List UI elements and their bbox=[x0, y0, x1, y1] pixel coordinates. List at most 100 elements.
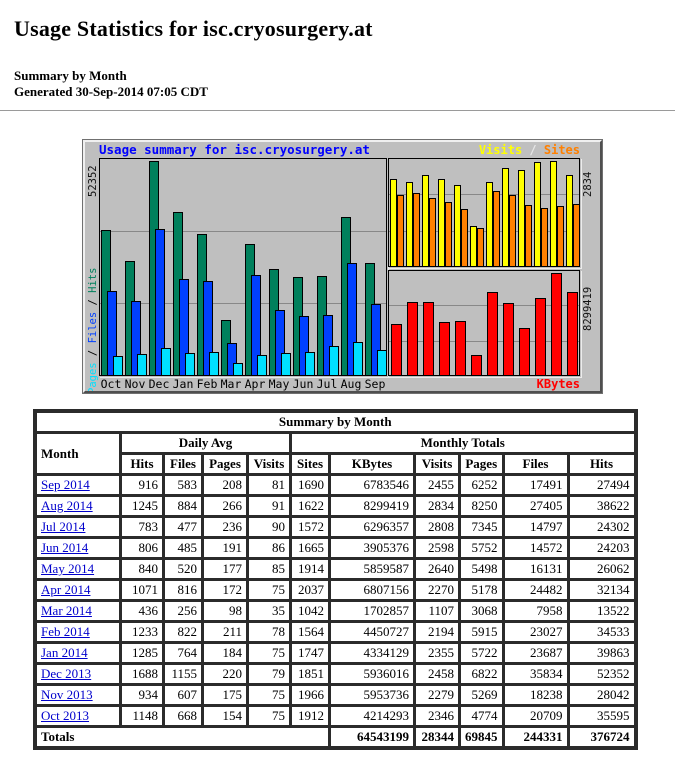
totals-row: Totals 64543199 28344 69845 244331 376724 bbox=[36, 727, 635, 747]
hits-files-pages-panel bbox=[99, 158, 387, 376]
value-cell: 485 bbox=[164, 538, 202, 558]
month-link[interactable]: Oct 2013 bbox=[41, 708, 90, 723]
report-subtitle: Summary by Month bbox=[14, 68, 127, 83]
monthly-totals-group-header: Monthly Totals bbox=[291, 433, 635, 453]
value-cell: 175 bbox=[203, 685, 247, 705]
value-cell: 1912 bbox=[291, 706, 329, 726]
month-cell: Dec 2013 bbox=[36, 664, 120, 684]
kbytes-bar bbox=[487, 292, 498, 376]
month-axis-label: Sep bbox=[365, 377, 386, 391]
pages-bar bbox=[377, 350, 387, 376]
table-row: Sep 2014 916 583 208 81 1690 6783546 2455 6252 17… bbox=[36, 475, 635, 495]
pages-bar bbox=[353, 342, 363, 376]
left-axis-max-label: 52352 bbox=[87, 165, 99, 197]
value-cell: 85 bbox=[248, 559, 290, 579]
value-cell: 607 bbox=[164, 685, 202, 705]
sites-bar bbox=[445, 202, 452, 267]
value-cell: 1966 bbox=[291, 685, 329, 705]
value-cell: 20709 bbox=[503, 706, 568, 726]
value-cell: 2270 bbox=[415, 580, 459, 600]
value-cell: 5269 bbox=[460, 685, 503, 705]
usage-graph: Usage summary for isc.cryosurgery.at Visi… bbox=[87, 142, 594, 391]
month-cell: Mar 2014 bbox=[36, 601, 120, 621]
month-link[interactable]: Nov 2013 bbox=[41, 687, 93, 702]
value-cell: 783 bbox=[121, 517, 163, 537]
month-axis-label: Oct bbox=[101, 377, 122, 391]
value-cell: 1155 bbox=[164, 664, 202, 684]
value-cell: 5915 bbox=[460, 622, 503, 642]
column-header: Visits bbox=[248, 454, 290, 474]
value-cell: 23687 bbox=[503, 643, 568, 663]
value-cell: 2458 bbox=[415, 664, 459, 684]
value-cell: 81 bbox=[248, 475, 290, 495]
legend-visits-sites: Visits / Sites bbox=[479, 143, 580, 157]
kbytes-bar bbox=[407, 302, 418, 376]
month-link[interactable]: Aug 2014 bbox=[41, 498, 93, 513]
month-link[interactable]: Dec 2013 bbox=[41, 666, 92, 681]
value-cell: 1688 bbox=[121, 664, 163, 684]
value-cell: 208 bbox=[203, 475, 247, 495]
column-header: Pages bbox=[460, 454, 503, 474]
value-cell: 884 bbox=[164, 496, 202, 516]
value-cell: 2808 bbox=[415, 517, 459, 537]
value-cell: 934 bbox=[121, 685, 163, 705]
value-cell: 91 bbox=[248, 496, 290, 516]
sites-bar bbox=[493, 191, 500, 267]
month-link[interactable]: Mar 2014 bbox=[41, 603, 92, 618]
table-row: Jul 2014 783 477 236 90 1572 6296357 2808 7345 14… bbox=[36, 517, 635, 537]
value-cell: 34533 bbox=[568, 622, 635, 642]
table-row: Dec 2013 1688 1155 220 79 1851 5936016 2458 6822… bbox=[36, 664, 635, 684]
value-cell: 75 bbox=[248, 706, 290, 726]
month-link[interactable]: Apr 2014 bbox=[41, 582, 91, 597]
table-row: Oct 2013 1148 668 154 75 1912 4214293 2346 4774 2… bbox=[36, 706, 635, 726]
visits-bar bbox=[566, 175, 573, 267]
value-cell: 32134 bbox=[568, 580, 635, 600]
month-cell: May 2014 bbox=[36, 559, 120, 579]
summary-table-container: Summary by Month Month Daily Avg Monthly… bbox=[33, 409, 675, 750]
generated-timestamp: Generated 30-Sep-2014 07:05 CDT bbox=[14, 84, 208, 99]
visits-bar bbox=[454, 185, 461, 267]
kbytes-bar bbox=[503, 303, 514, 376]
value-cell: 2455 bbox=[415, 475, 459, 495]
visits-bar bbox=[438, 179, 445, 267]
value-cell: 236 bbox=[203, 517, 247, 537]
page-header: Usage Statistics for isc.cryosurgery.at … bbox=[0, 0, 675, 100]
value-cell: 24302 bbox=[568, 517, 635, 537]
value-cell: 583 bbox=[164, 475, 202, 495]
month-link[interactable]: Jan 2014 bbox=[41, 645, 88, 660]
value-cell: 2194 bbox=[415, 622, 459, 642]
value-cell: 806 bbox=[121, 538, 163, 558]
month-axis-label: Mar bbox=[221, 377, 242, 391]
pages-bar bbox=[233, 363, 243, 376]
month-link[interactable]: May 2014 bbox=[41, 561, 95, 576]
value-cell: 1285 bbox=[121, 643, 163, 663]
table-row: Jun 2014 806 485 191 86 1665 3905376 2598 5752 14… bbox=[36, 538, 635, 558]
month-link[interactable]: Sep 2014 bbox=[41, 477, 90, 492]
right-bottom-axis-max-label: 8299419 bbox=[582, 287, 594, 331]
month-axis-label: Feb bbox=[197, 377, 218, 391]
kbytes-bar bbox=[471, 355, 482, 376]
month-axis-label: Dec bbox=[149, 377, 170, 391]
sites-bar bbox=[461, 209, 468, 267]
value-cell: 6252 bbox=[460, 475, 503, 495]
month-link[interactable]: Jul 2014 bbox=[41, 519, 86, 534]
pages-bar bbox=[113, 356, 123, 376]
visits-bar bbox=[422, 175, 429, 267]
month-link[interactable]: Jun 2014 bbox=[41, 540, 89, 555]
value-cell: 668 bbox=[164, 706, 202, 726]
value-cell: 8299419 bbox=[330, 496, 414, 516]
totals-value-cell: 64543199 bbox=[330, 727, 414, 747]
visits-bar bbox=[406, 182, 413, 267]
month-axis-label: Jul bbox=[317, 377, 338, 391]
sites-bar bbox=[557, 206, 564, 267]
month-axis-label: Nov bbox=[125, 377, 146, 391]
value-cell: 1851 bbox=[291, 664, 329, 684]
sites-bar bbox=[509, 195, 516, 267]
sites-bar bbox=[541, 208, 548, 267]
page-title: Usage Statistics for isc.cryosurgery.at bbox=[14, 16, 373, 41]
value-cell: 1564 bbox=[291, 622, 329, 642]
month-link[interactable]: Feb 2014 bbox=[41, 624, 90, 639]
pages-bar bbox=[329, 346, 339, 376]
month-cell: Nov 2013 bbox=[36, 685, 120, 705]
value-cell: 840 bbox=[121, 559, 163, 579]
